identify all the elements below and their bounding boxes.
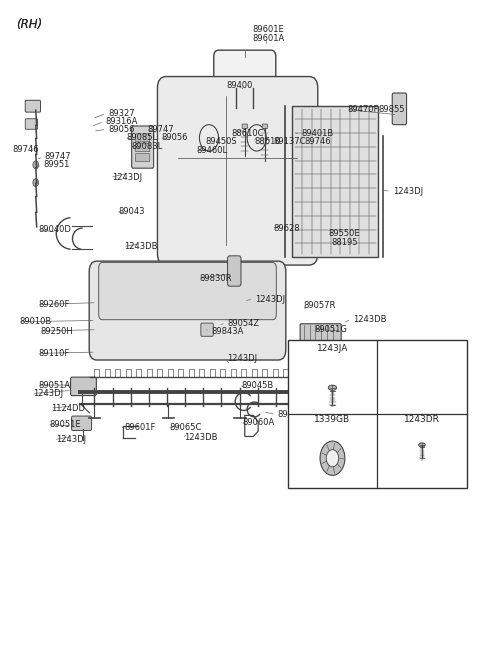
Text: 1243DB: 1243DB [353, 314, 386, 324]
FancyBboxPatch shape [135, 144, 150, 152]
Text: 89260F: 89260F [38, 300, 70, 309]
Text: 89628: 89628 [274, 224, 300, 232]
Text: 89057R: 89057R [303, 301, 336, 310]
Text: 89083L: 89083L [131, 142, 162, 151]
Text: 89051G: 89051G [314, 324, 348, 334]
Circle shape [320, 441, 345, 475]
Text: 1243DJ: 1243DJ [33, 389, 63, 398]
Text: 88610: 88610 [254, 137, 281, 146]
FancyBboxPatch shape [300, 324, 341, 341]
FancyBboxPatch shape [135, 154, 150, 162]
Text: 89951: 89951 [43, 160, 69, 169]
Text: 89460L: 89460L [196, 146, 227, 155]
FancyBboxPatch shape [99, 263, 276, 320]
Text: 89085L: 89085L [126, 133, 157, 142]
Text: 89601F: 89601F [124, 424, 156, 432]
Text: 89045B: 89045B [241, 381, 273, 389]
Text: 89746: 89746 [304, 137, 331, 146]
Text: 89056: 89056 [109, 124, 135, 134]
Text: 89250H: 89250H [40, 326, 73, 336]
Text: 89450S: 89450S [205, 137, 237, 146]
Text: 89470F: 89470F [348, 105, 379, 114]
Text: 89316A: 89316A [106, 117, 138, 126]
FancyBboxPatch shape [242, 124, 247, 128]
Text: 89830R: 89830R [199, 274, 232, 283]
FancyBboxPatch shape [201, 323, 213, 336]
Text: 89060A: 89060A [242, 418, 274, 427]
Text: 89401B: 89401B [301, 129, 333, 138]
Text: 88610C: 88610C [231, 129, 264, 138]
Text: 89601E: 89601E [253, 24, 285, 34]
FancyBboxPatch shape [392, 93, 407, 124]
FancyBboxPatch shape [71, 377, 96, 396]
FancyBboxPatch shape [25, 100, 40, 112]
Circle shape [326, 449, 339, 467]
Text: 89010B: 89010B [20, 317, 52, 326]
FancyBboxPatch shape [135, 134, 150, 142]
Text: 1243DJ: 1243DJ [56, 436, 86, 444]
Text: 89056: 89056 [161, 133, 188, 142]
Text: 1124DD: 1124DD [51, 404, 85, 412]
Text: 89746: 89746 [12, 144, 38, 154]
Text: 89843A: 89843A [211, 327, 244, 336]
Text: 89550E: 89550E [329, 229, 360, 238]
Text: 89043: 89043 [118, 207, 145, 216]
FancyBboxPatch shape [214, 50, 276, 95]
Text: 1243DB: 1243DB [124, 242, 158, 251]
FancyBboxPatch shape [262, 124, 267, 128]
Ellipse shape [419, 443, 425, 447]
Text: 89051E: 89051E [49, 420, 81, 429]
Circle shape [33, 161, 38, 169]
Bar [288, 340, 467, 488]
Text: 1243DB: 1243DB [184, 434, 217, 442]
Text: 89065C: 89065C [169, 424, 202, 432]
FancyBboxPatch shape [72, 416, 92, 430]
Text: 89601A: 89601A [252, 34, 285, 43]
Text: 89400: 89400 [227, 81, 253, 90]
Text: 88195: 88195 [331, 238, 358, 246]
Text: 89256: 89256 [277, 410, 304, 419]
Text: 89054Z: 89054Z [228, 318, 260, 328]
Text: 89110F: 89110F [38, 349, 70, 358]
Text: 89327: 89327 [109, 109, 135, 118]
Ellipse shape [328, 385, 336, 391]
Text: 1243DR: 1243DR [404, 415, 440, 424]
Text: 1243DJ: 1243DJ [228, 354, 258, 363]
Text: 89051A: 89051A [38, 381, 71, 389]
Text: (RH): (RH) [16, 18, 42, 31]
Text: 1243DJ: 1243DJ [393, 187, 423, 196]
FancyBboxPatch shape [157, 77, 318, 265]
Text: (RH): (RH) [16, 18, 42, 31]
Text: 89747: 89747 [44, 152, 71, 162]
Text: 89137C: 89137C [274, 137, 306, 146]
Text: 89040D: 89040D [38, 225, 72, 234]
FancyBboxPatch shape [89, 261, 286, 360]
Text: 89747: 89747 [147, 124, 174, 134]
FancyBboxPatch shape [228, 256, 241, 286]
Text: 1243DJ: 1243DJ [255, 295, 286, 304]
Text: 1339GB: 1339GB [314, 415, 350, 424]
FancyBboxPatch shape [25, 118, 37, 129]
Text: 1243DJ: 1243DJ [112, 173, 142, 182]
Circle shape [33, 179, 38, 187]
Text: 1243JA: 1243JA [317, 344, 348, 353]
Text: 89855: 89855 [378, 105, 405, 114]
Bar [292, 105, 378, 257]
FancyBboxPatch shape [132, 126, 154, 168]
